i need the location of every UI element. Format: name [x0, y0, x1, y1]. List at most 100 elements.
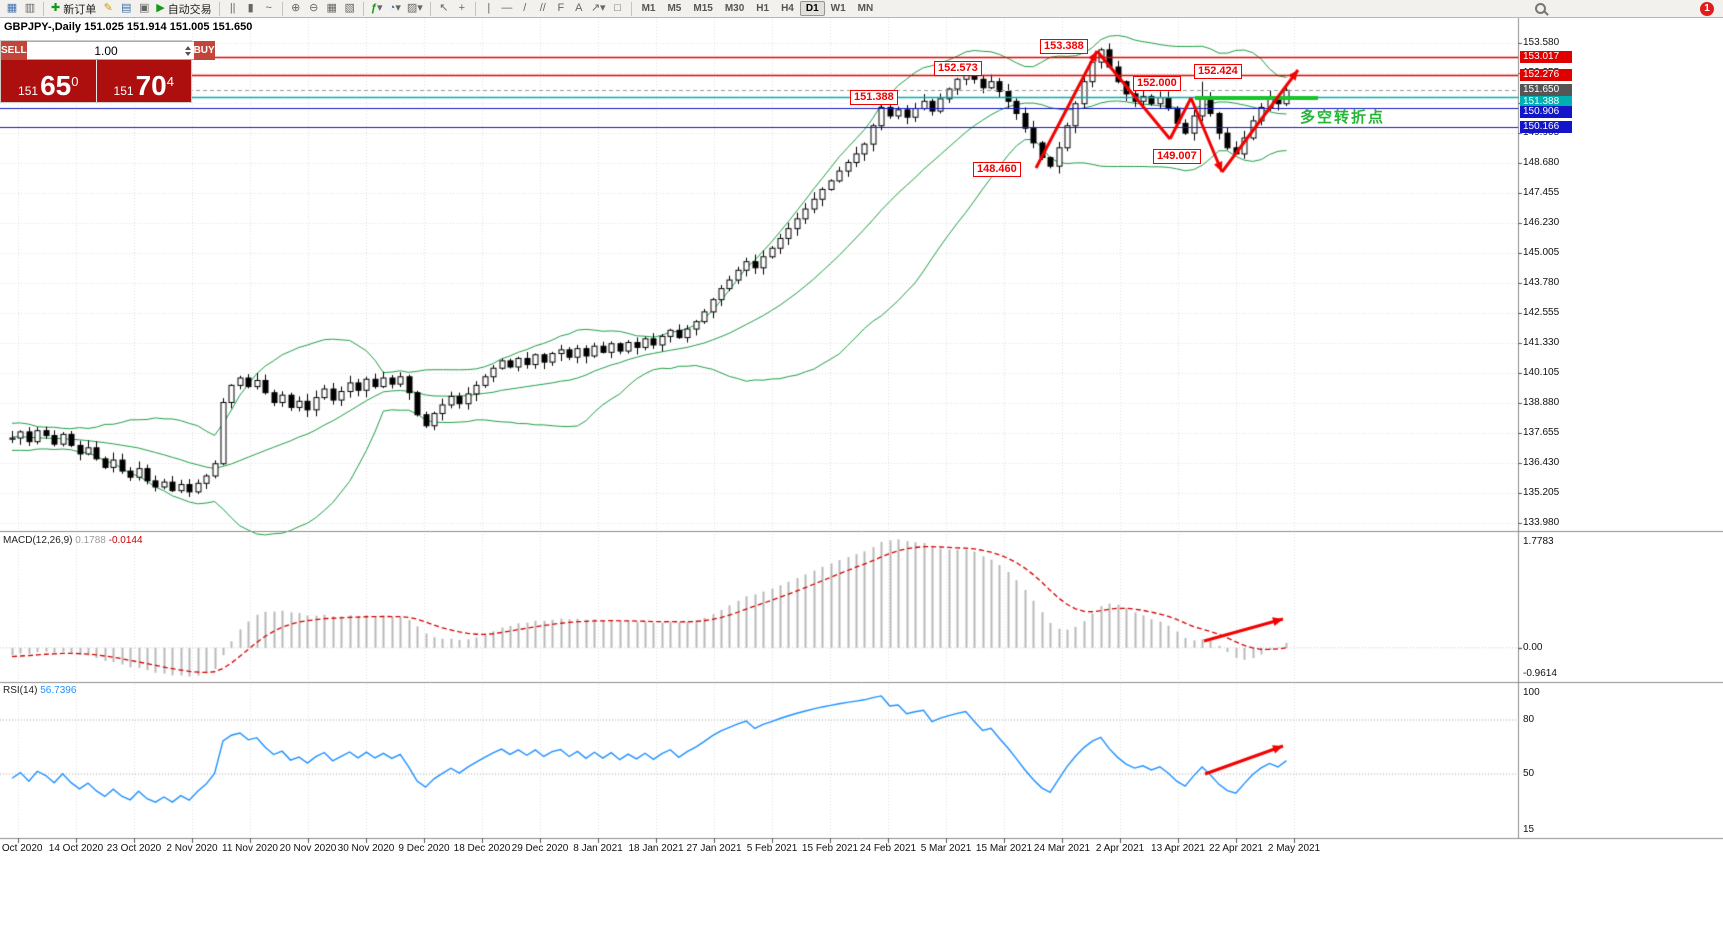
- autotrading-button[interactable]: ▶ 自动交易: [153, 1, 214, 17]
- date-label: 20 Nov 2020: [279, 843, 337, 854]
- price-scale-label: 145.005: [1523, 247, 1560, 258]
- price-annotation[interactable]: 151.388: [850, 90, 898, 105]
- timeframe-m1[interactable]: M1: [641, 3, 656, 14]
- horizontal-line-tool[interactable]: —: [498, 1, 516, 17]
- date-label: 2 Nov 2020: [166, 843, 218, 854]
- template-icon: ▨: [406, 2, 418, 14]
- timeframe-h1[interactable]: H1: [756, 3, 770, 14]
- timeframe-m30[interactable]: M30: [724, 3, 745, 14]
- channel-icon: //: [539, 2, 546, 14]
- rsi-value: 56.7396: [40, 685, 77, 696]
- window-grid-icon: ▦: [6, 2, 18, 14]
- sell-price[interactable]: 151 65 0: [1, 60, 96, 102]
- price-annotation[interactable]: 148.460: [973, 162, 1021, 177]
- cascade-windows-button[interactable]: ▧: [341, 1, 359, 17]
- volume-up-button[interactable]: [184, 45, 191, 50]
- price-badge: 151.388: [1520, 96, 1572, 108]
- macd-scale-zero: 0.00: [1523, 641, 1543, 653]
- buy-button[interactable]: BUY: [193, 41, 215, 60]
- shapes-tool[interactable]: □: [609, 1, 627, 17]
- volume-box: [26, 41, 194, 60]
- date-label: 5 Feb 2021: [746, 843, 798, 854]
- fibonacci-tool[interactable]: F: [552, 1, 570, 17]
- volume-down-button[interactable]: [184, 51, 191, 56]
- trendline-icon: /: [523, 2, 527, 14]
- panel-icon: ▣: [139, 2, 150, 14]
- volume-input[interactable]: [28, 43, 184, 58]
- chevron-down-icon: ▾: [417, 2, 423, 14]
- price-scale-label: 148.680: [1523, 157, 1560, 168]
- chevron-down-icon: ▾: [395, 2, 401, 14]
- buy-price-small: 151: [113, 83, 134, 98]
- timeframe-d1[interactable]: D1: [799, 1, 825, 16]
- tile-windows-button[interactable]: ▦: [323, 1, 341, 17]
- periods-button[interactable]: ◔ ▾: [386, 1, 404, 17]
- indicators-button[interactable]: ƒ ▾: [368, 1, 386, 17]
- cursor-icon: ↖: [439, 2, 449, 14]
- date-label: 24 Mar 2021: [1033, 843, 1091, 854]
- chevron-down-icon: ▾: [376, 2, 383, 14]
- sell-price-big: 65: [40, 70, 72, 102]
- metaeditor-icon[interactable]: ✎: [99, 1, 117, 17]
- timeframe-m5[interactable]: M5: [667, 3, 682, 14]
- price-annotation[interactable]: 153.388: [1040, 39, 1088, 54]
- buy-price[interactable]: 151 70 4: [96, 60, 191, 102]
- zoom-in-icon: ⊕: [291, 2, 301, 14]
- price-annotation[interactable]: 152.000: [1133, 76, 1181, 91]
- zoom-out-icon: ⊖: [309, 2, 319, 14]
- line-chart-button[interactable]: ~: [260, 1, 278, 17]
- chart-profiles-icon[interactable]: ▥: [21, 1, 39, 17]
- date-label: 29 Dec 2020: [511, 843, 569, 854]
- navigator-icon[interactable]: ▣: [135, 1, 153, 17]
- price-scale-label: 136.430: [1523, 457, 1560, 468]
- date-label: 15 Feb 2021: [801, 843, 859, 854]
- crosshair-button[interactable]: +: [453, 1, 471, 17]
- price-scale-label: 146.230: [1523, 217, 1560, 228]
- new-order-button[interactable]: ✚ 新订单: [48, 1, 99, 17]
- date-label: 27 Jan 2021: [686, 843, 742, 854]
- bull-bear-note[interactable]: 多空转折点: [1300, 109, 1386, 126]
- text-tool[interactable]: A: [570, 1, 588, 17]
- date-label: 9 Dec 2020: [398, 843, 450, 854]
- price-scale-label: 141.330: [1523, 337, 1560, 348]
- timeframe-mn[interactable]: MN: [857, 3, 874, 14]
- notification-badge[interactable]: 1: [1700, 1, 1714, 16]
- separator: [281, 1, 283, 16]
- function-icon: ƒ: [370, 2, 377, 14]
- timeframe-w1[interactable]: W1: [830, 3, 846, 14]
- zoom-in-button[interactable]: ⊕: [287, 1, 305, 17]
- price-scale-label: 135.205: [1523, 487, 1560, 498]
- sell-button[interactable]: SELL: [1, 41, 27, 60]
- pencil-icon: ✎: [103, 2, 113, 14]
- cursor-button[interactable]: ↖: [435, 1, 453, 17]
- price-scale-label: 142.555: [1523, 307, 1560, 318]
- channel-tool[interactable]: //: [534, 1, 552, 17]
- price-annotation[interactable]: 149.007: [1153, 149, 1201, 164]
- macd-scale-bottom: -0.9614: [1523, 668, 1557, 679]
- search-icon[interactable]: [1535, 3, 1546, 14]
- price-badge: 153.017: [1520, 51, 1572, 63]
- price-annotation[interactable]: 152.424: [1194, 64, 1242, 79]
- volume-spinner: [184, 45, 192, 56]
- vline-icon: |: [487, 2, 491, 14]
- arrows-tool[interactable]: ↗ ▾: [588, 1, 609, 17]
- templates-button[interactable]: ▨ ▾: [404, 1, 426, 17]
- macd-signal-value: -0.0144: [108, 535, 143, 546]
- price-annotation[interactable]: 152.573: [934, 61, 982, 76]
- play-icon: ▶: [156, 2, 165, 14]
- market-watch-icon[interactable]: ▤: [117, 1, 135, 17]
- new-chart-icon[interactable]: ▦: [3, 1, 21, 17]
- vertical-line-tool[interactable]: |: [480, 1, 498, 17]
- timeframe-h4[interactable]: H4: [781, 3, 794, 14]
- date-label: 5 Oct 2020: [0, 843, 43, 854]
- bar-chart-button[interactable]: ||: [224, 1, 242, 17]
- timeframe-m15[interactable]: M15: [693, 3, 713, 14]
- rsi-scale-bottom: 15: [1523, 824, 1535, 835]
- buy-price-big: 70: [135, 70, 167, 102]
- trendline-tool[interactable]: /: [516, 1, 534, 17]
- zoom-out-button[interactable]: ⊖: [305, 1, 323, 17]
- date-label: 2 May 2021: [1267, 843, 1321, 854]
- candlestick-chart-button[interactable]: ▮: [242, 1, 260, 17]
